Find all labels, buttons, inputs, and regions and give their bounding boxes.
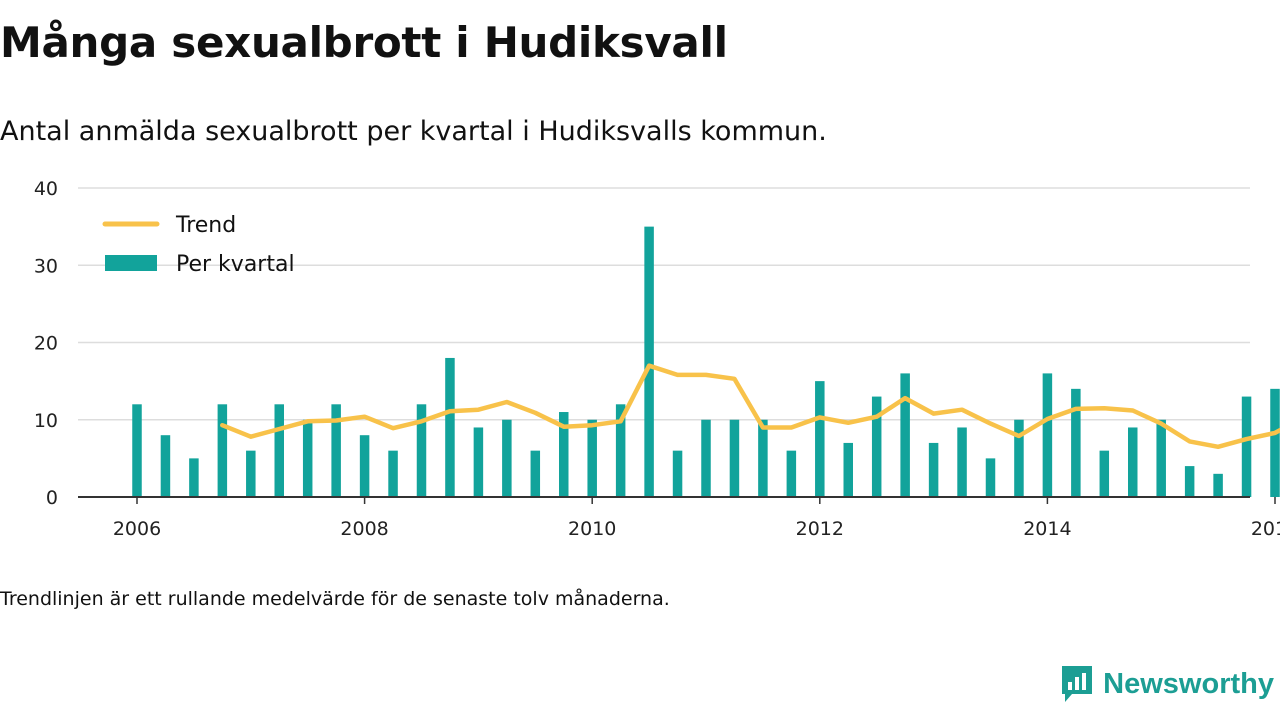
bar bbox=[957, 427, 967, 497]
bar bbox=[559, 412, 569, 497]
x-tick-label: 2006 bbox=[113, 518, 161, 540]
bar bbox=[160, 435, 171, 497]
bar bbox=[274, 404, 284, 497]
bar bbox=[1270, 388, 1280, 497]
y-tick-label: 40 bbox=[34, 178, 58, 200]
bar bbox=[900, 373, 910, 497]
page-title: Många sexualbrott i Hudiksvall bbox=[0, 18, 728, 67]
bar bbox=[587, 419, 597, 497]
bar bbox=[871, 396, 882, 497]
x-tick-label: 2016 bbox=[1251, 518, 1280, 540]
y-tick-label: 10 bbox=[34, 410, 58, 432]
bar bbox=[672, 450, 683, 497]
bar bbox=[416, 404, 427, 497]
y-tick-label: 30 bbox=[34, 255, 58, 277]
bar bbox=[502, 419, 512, 497]
page-subtitle: Antal anmälda sexualbrott per kvartal i … bbox=[0, 116, 827, 147]
bar bbox=[189, 458, 199, 497]
brand-logo[interactable]: Newsworthy bbox=[1059, 664, 1274, 704]
x-tick-label: 2014 bbox=[1023, 518, 1071, 540]
trend-line bbox=[220, 363, 1280, 450]
footnote: Trendlinjen är ett rullande medelvärde f… bbox=[0, 588, 670, 610]
bar bbox=[1042, 373, 1053, 497]
bar bbox=[217, 404, 228, 497]
legend: Trend Per kvartal bbox=[102, 213, 295, 277]
bar bbox=[246, 450, 256, 497]
bar bbox=[1071, 388, 1081, 497]
bar bbox=[758, 419, 768, 497]
bar bbox=[985, 458, 996, 497]
bar bbox=[359, 435, 370, 497]
x-tick-label: 2012 bbox=[796, 518, 844, 540]
bar bbox=[701, 419, 711, 497]
legend-bar-label: Per kvartal bbox=[176, 252, 295, 277]
bar bbox=[132, 404, 142, 497]
bar bbox=[1156, 419, 1166, 497]
y-tick-label: 20 bbox=[34, 333, 58, 355]
x-tick-label: 2010 bbox=[568, 518, 616, 540]
bar bbox=[644, 226, 654, 497]
bar bbox=[928, 442, 939, 497]
bar bbox=[1184, 466, 1195, 497]
bar bbox=[729, 419, 740, 497]
grid-layer: 0 10 20 30 40 bbox=[34, 178, 1250, 509]
legend-bar-swatch bbox=[105, 255, 157, 271]
trend-layer bbox=[220, 363, 1280, 450]
bar bbox=[1241, 396, 1252, 497]
bar bbox=[331, 404, 341, 497]
bar bbox=[1128, 427, 1138, 497]
y-tick-label: 0 bbox=[46, 487, 58, 509]
newsworthy-logo-icon bbox=[1062, 666, 1093, 702]
legend-trend-label: Trend bbox=[175, 213, 236, 238]
bar bbox=[786, 450, 797, 497]
bar bbox=[1099, 450, 1110, 497]
bar bbox=[815, 381, 825, 497]
bar bbox=[1213, 473, 1223, 497]
brand-name: Newsworthy bbox=[1103, 667, 1274, 700]
bar bbox=[615, 404, 626, 497]
bar bbox=[445, 357, 455, 497]
bars-layer bbox=[132, 226, 1280, 497]
bar bbox=[1014, 419, 1024, 497]
bar bbox=[302, 419, 313, 497]
bar bbox=[388, 450, 398, 497]
x-tick-label: 2008 bbox=[340, 518, 388, 540]
bar bbox=[843, 442, 853, 497]
bar bbox=[530, 450, 541, 497]
axis-layer: 2006200820102012201420162018202020222024 bbox=[78, 496, 1280, 540]
bar bbox=[473, 427, 484, 497]
